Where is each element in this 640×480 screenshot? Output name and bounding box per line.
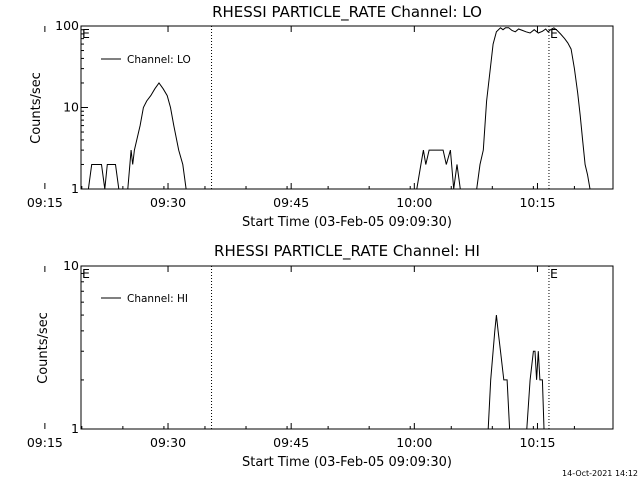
- footer-timestamp: 14-Oct-2021 14:12: [562, 469, 638, 478]
- legend-hi: Channel: HI: [101, 293, 188, 305]
- x-tick-label: 09:30: [150, 195, 186, 210]
- plot-frame-hi: [80, 265, 614, 430]
- y-tick-label: 10: [63, 258, 79, 273]
- chart-title-hi: RHESSI PARTICLE_RATE Channel: HI: [214, 242, 480, 261]
- x-tick-label: 09:30: [150, 435, 186, 450]
- dotted-lines-lo: [211, 26, 550, 189]
- legend-label-hi: Channel: HI: [127, 293, 188, 305]
- series-line-lo: [81, 27, 594, 190]
- x-tick-label: 09:15: [27, 435, 63, 450]
- x-tick-label: 10:15: [519, 195, 555, 210]
- x-tick-label: 09:45: [273, 435, 309, 450]
- y-tick-label: 1: [71, 421, 79, 436]
- y-tick-label: 10: [63, 100, 79, 115]
- y-axis-label-lo: Counts/sec: [29, 72, 44, 144]
- series-line-hi: [482, 315, 546, 430]
- legend-lo: Channel: LO: [101, 54, 191, 66]
- chart-title-lo: RHESSI PARTICLE_RATE Channel: LO: [212, 3, 482, 22]
- x-axis-label-lo: Start Time (03-Feb-05 09:09:30): [242, 215, 452, 230]
- y-axis-label-hi: Counts/sec: [36, 312, 51, 384]
- x-axis-label-hi: Start Time (03-Feb-05 09:09:30): [242, 455, 452, 470]
- y-tick-label: 1: [71, 181, 79, 196]
- chart-panel-hi: RHESSI PARTICLE_RATE Channel: HI 09:15 09…: [27, 242, 614, 470]
- dotted-lines-hi: [211, 266, 550, 429]
- x-tick-label: 09:15: [27, 195, 63, 210]
- y-tick-label: 100: [55, 18, 79, 33]
- x-tick-label: 10:15: [519, 435, 555, 450]
- event-marker-label: E: [550, 26, 558, 41]
- event-marker-label: E: [550, 266, 558, 281]
- x-tick-label: 10:00: [396, 435, 432, 450]
- event-marker-label: E: [82, 266, 90, 281]
- y-axis-hi: 1 10: [63, 258, 88, 436]
- legend-label-lo: Channel: LO: [127, 54, 191, 66]
- x-tick-label: 09:45: [273, 195, 309, 210]
- y-axis-lo: 1 10 100: [55, 18, 88, 196]
- plot-frame-lo: [80, 25, 614, 190]
- x-tick-label: 10:00: [396, 195, 432, 210]
- event-marker-label: E: [82, 26, 90, 41]
- chart-panel-lo: RHESSI PARTICLE_RATE Channel: LO 09:15 09…: [27, 3, 614, 230]
